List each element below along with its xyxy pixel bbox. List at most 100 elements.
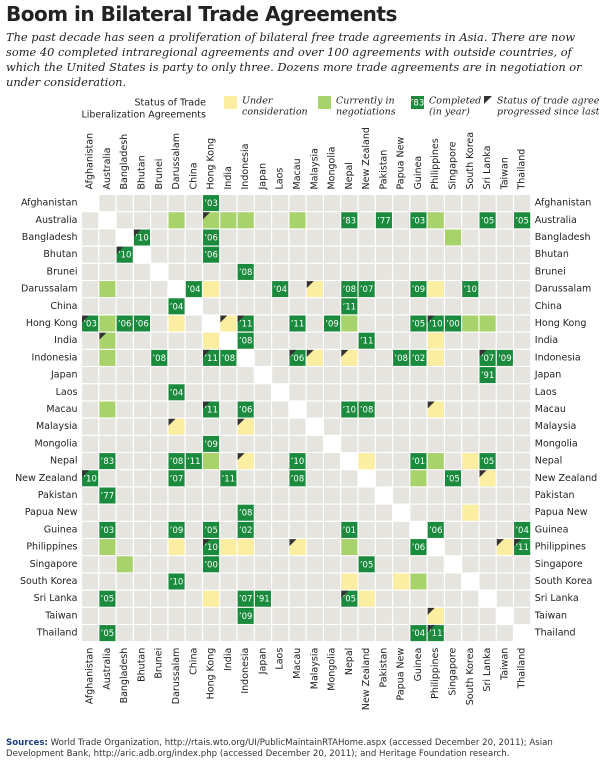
column-label-top: India [223,166,234,189]
empty-cell [237,281,254,298]
empty-cell [99,435,116,452]
year-label: ’05 [515,216,529,226]
empty-cell [358,521,375,538]
empty-cell [82,298,99,315]
year-label: ’06 [412,543,426,553]
year-label: ’05 [101,629,115,639]
empty-cell [99,418,116,435]
agreement-cell [410,212,427,229]
empty-cell [496,229,513,246]
legend-label: negotiations [336,107,396,118]
empty-cell [237,367,254,384]
year-label: ’05 [360,560,374,570]
agreement-cell [427,349,444,366]
agreement-cell [133,315,151,332]
agreement-cell [151,349,168,366]
empty-cell [427,384,444,401]
empty-cell [496,470,513,487]
empty-cell [427,435,444,452]
empty-cell [306,367,323,384]
empty-cell [220,453,237,470]
agreement-cell [237,212,254,229]
agreement-cell [99,521,116,538]
empty-cell [289,521,306,538]
empty-cell [410,521,427,538]
agreement-cell [410,470,427,487]
agreement-cell [168,384,185,401]
empty-cell [168,195,185,212]
agreement-cell [358,453,375,470]
empty-cell [427,573,444,590]
empty-cell [272,573,289,590]
empty-cell [185,435,202,452]
empty-cell [116,470,133,487]
empty-cell [341,625,358,642]
agreement-cell [220,212,237,229]
empty-cell [185,470,202,487]
row-label-left: Philippines [26,542,77,553]
year-label: ’08 [239,268,253,278]
row-label-right: Hong Kong [535,318,587,329]
agreement-cell [462,281,479,298]
empty-cell [306,418,323,435]
year-label: ’04 [515,526,529,536]
empty-cell [341,246,358,263]
empty-cell [116,367,133,384]
row-label-right: Laos [535,387,557,398]
empty-cell [375,401,392,418]
empty-cell [99,556,116,573]
empty-cell [375,229,392,246]
agreement-cell [341,349,358,366]
row-label-left: Taiwan [44,610,77,621]
year-label: ’09 [204,440,218,450]
empty-cell [375,625,392,642]
agreement-cell [133,229,151,246]
empty-cell [375,504,392,521]
progress-marker [116,246,124,254]
year-label: ’06 [291,354,305,364]
empty-cell [410,367,427,384]
empty-cell [514,246,531,263]
empty-cell [514,453,531,470]
agreement-cell [427,607,444,624]
agreement-cell [479,212,496,229]
empty-cell [324,470,341,487]
empty-cell [393,607,410,624]
agreement-cell [479,315,496,332]
agreement-cell [220,470,237,487]
year-label: ’04 [170,388,184,398]
empty-cell [341,229,358,246]
empty-cell [254,504,271,521]
empty-cell [514,263,531,280]
empty-cell [324,625,341,642]
empty-cell [116,625,133,642]
empty-cell [168,590,185,607]
empty-cell [116,349,133,366]
agreement-cell [99,349,116,366]
empty-cell [393,504,410,521]
empty-cell [514,504,531,521]
empty-cell [393,590,410,607]
column-label-top: Macau [292,158,303,189]
empty-cell [289,625,306,642]
agreement-cell [203,349,220,366]
empty-cell [272,263,289,280]
column-label-bottom: Macau [292,648,303,679]
year-label: ’05 [204,526,218,536]
column-label-bottom: Guinea [413,648,424,682]
empty-cell [133,367,151,384]
agreement-cell [99,281,116,298]
empty-cell [133,418,151,435]
empty-cell [358,470,375,487]
empty-cell [254,539,271,556]
empty-cell [393,195,410,212]
empty-cell [496,607,513,624]
empty-cell [254,435,271,452]
empty-cell [479,229,496,246]
empty-cell [462,246,479,263]
empty-cell [289,195,306,212]
empty-cell [272,539,289,556]
empty-cell [116,281,133,298]
empty-cell [220,625,237,642]
empty-cell [375,435,392,452]
